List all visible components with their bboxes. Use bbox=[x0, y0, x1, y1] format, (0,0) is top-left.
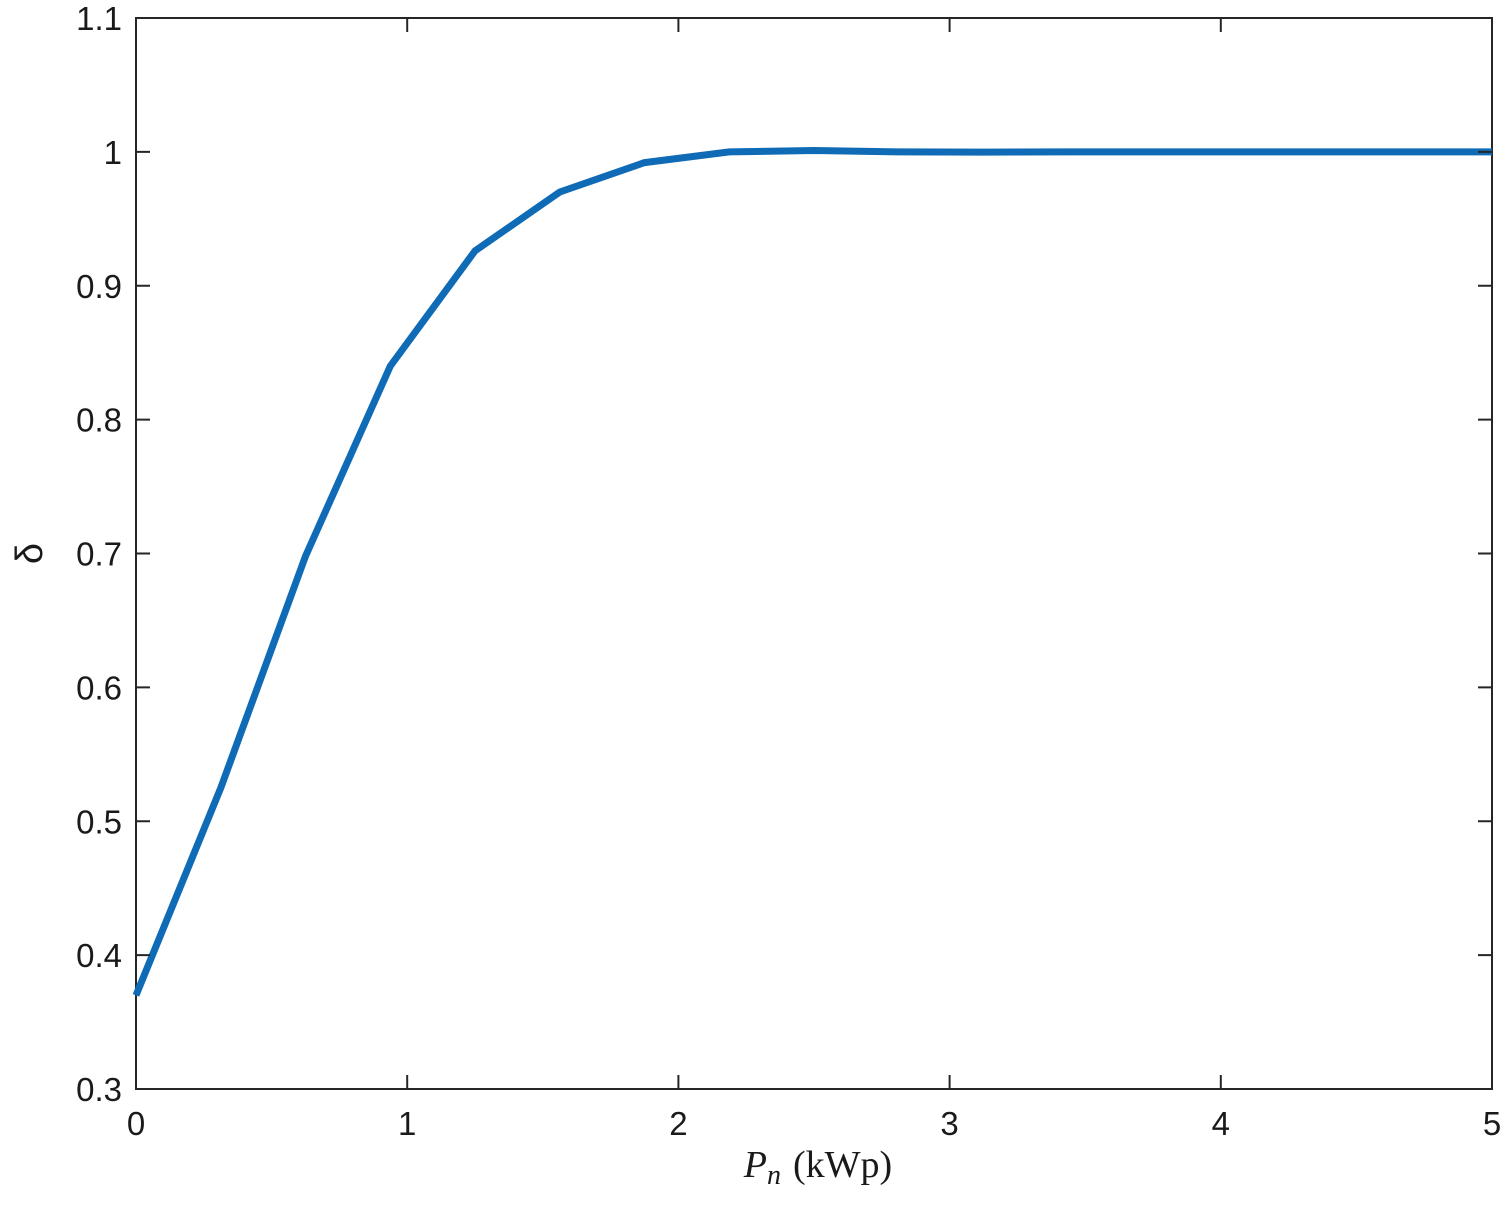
y-tick-label: 0.8 bbox=[76, 402, 122, 439]
x-axis-label-subscript: n bbox=[767, 1160, 781, 1191]
x-tick-label: 4 bbox=[1212, 1105, 1230, 1142]
series-layer bbox=[132, 147, 1492, 997]
axes-box bbox=[135, 17, 1493, 1090]
tick-labels-layer: 0 1 2 3 4 5 0.3 0.4 0.5 0.6 0.7 0.8 0.9 1 1.1 bbox=[76, 0, 1501, 1142]
x-axis-label-unit: (kWp) bbox=[793, 1144, 892, 1186]
x-axis-label: Pn (kWp) bbox=[743, 1144, 892, 1191]
x-axis-label-symbol: P bbox=[743, 1144, 767, 1186]
y-tick-label: 0.3 bbox=[76, 1071, 122, 1108]
x-tick-label: 5 bbox=[1483, 1105, 1501, 1142]
y-tick-label: 0.6 bbox=[76, 669, 122, 706]
x-tick-label: 1 bbox=[398, 1105, 416, 1142]
y-tick-label: 1.1 bbox=[76, 0, 122, 37]
x-tick-label: 0 bbox=[127, 1105, 145, 1142]
x-tick-label: 2 bbox=[669, 1105, 687, 1142]
y-tick-label: 0.4 bbox=[76, 937, 122, 974]
ticks-layer bbox=[135, 17, 1493, 1090]
plot-area bbox=[135, 17, 1493, 1090]
series-line bbox=[132, 147, 1492, 997]
y-tick-label: 0.7 bbox=[76, 536, 122, 573]
y-axis-label: δ bbox=[9, 543, 51, 564]
y-tick-label: 0.5 bbox=[76, 803, 122, 840]
y-tick-label: 0.9 bbox=[76, 268, 122, 305]
y-tick-label: 1 bbox=[104, 134, 122, 171]
x-tick-label: 3 bbox=[940, 1105, 958, 1142]
